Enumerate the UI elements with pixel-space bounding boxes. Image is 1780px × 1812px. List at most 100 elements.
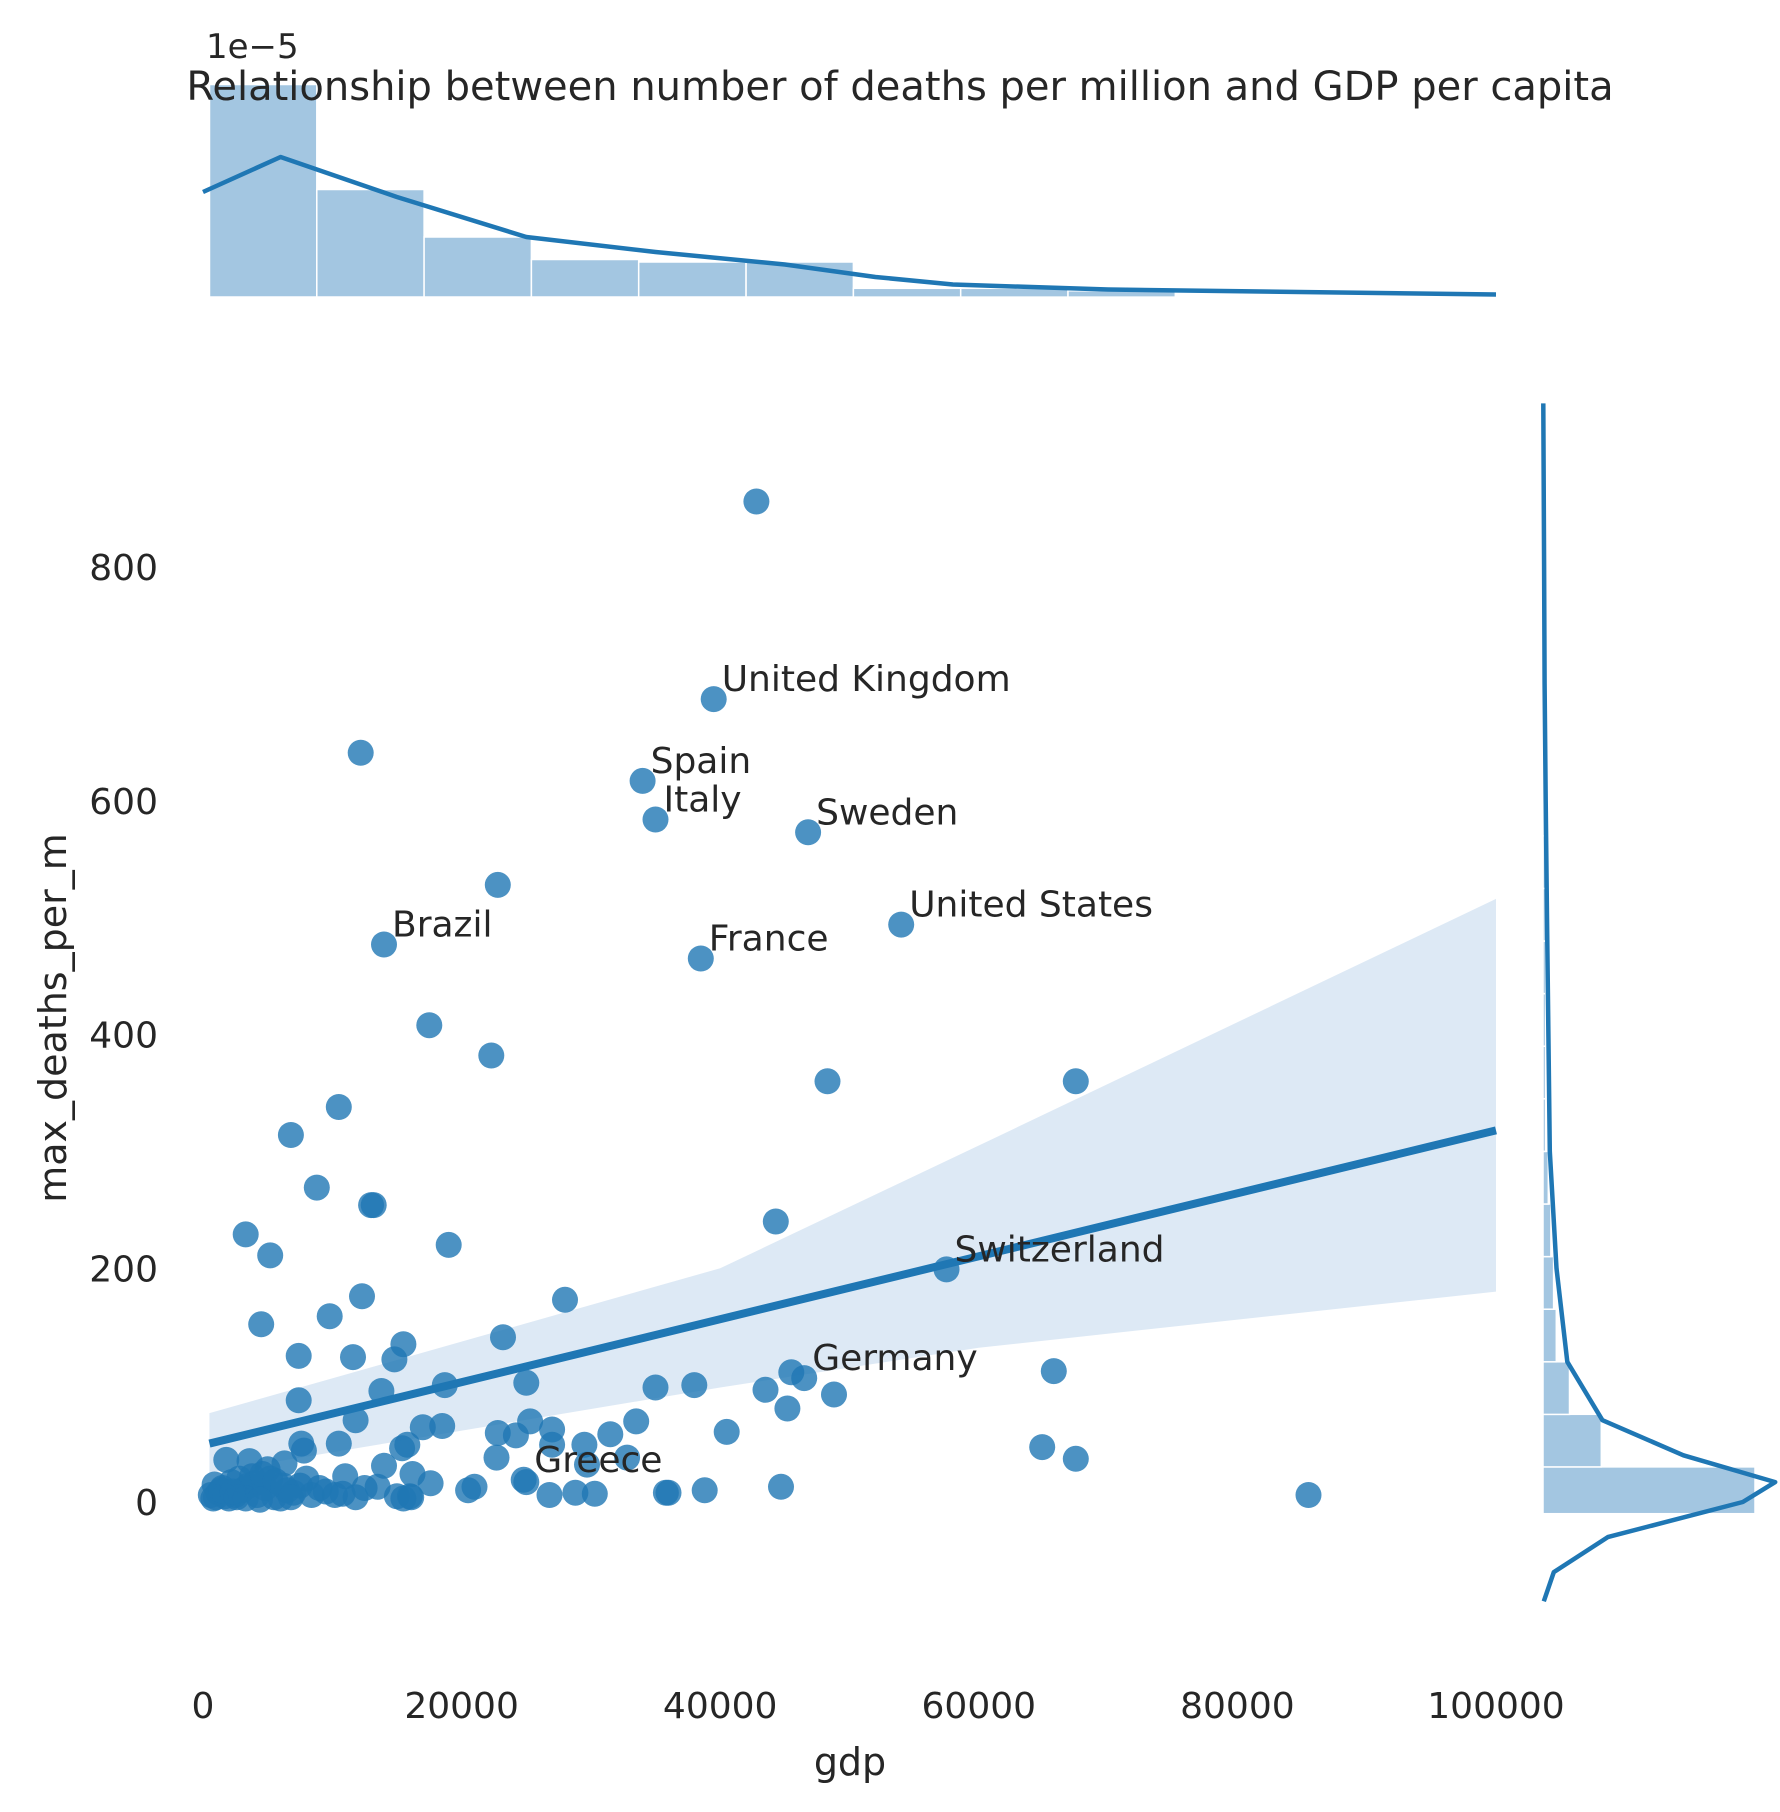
scatter-point xyxy=(1062,1445,1089,1472)
scatter-point xyxy=(752,1376,779,1403)
scatter-point xyxy=(325,1094,352,1120)
scatter-point xyxy=(303,1174,330,1201)
scatter-point xyxy=(416,1012,443,1039)
scatter-point xyxy=(691,1477,718,1504)
scatter-point xyxy=(321,1482,348,1508)
scatter-point xyxy=(455,1477,482,1504)
scatter-point xyxy=(349,1283,375,1310)
x-tick-label: 80000 xyxy=(1180,1686,1295,1727)
scatter-point xyxy=(316,1303,343,1330)
right-histogram-bar xyxy=(1542,992,1547,1047)
scatter-point xyxy=(536,1482,563,1508)
regression-line xyxy=(208,1126,1497,1448)
scatter-point xyxy=(290,1437,317,1464)
scatter-point xyxy=(435,1231,462,1258)
top-histogram-bar xyxy=(637,261,747,298)
scatter-point xyxy=(614,1444,641,1471)
scatter-point xyxy=(513,1369,540,1396)
scatter-point xyxy=(389,1435,416,1462)
country-annotation: Brazil xyxy=(392,905,492,946)
scatter-point xyxy=(623,1408,650,1435)
scatter-point xyxy=(791,1365,818,1392)
scatter-point xyxy=(1295,1482,1322,1508)
right-histogram-bar xyxy=(1542,1098,1547,1153)
chart-title: Relationship between number of deaths pe… xyxy=(186,64,1613,110)
y-tick-label: 400 xyxy=(89,1016,158,1057)
country-annotation: France xyxy=(709,919,829,960)
scatter-point xyxy=(340,1344,366,1371)
scatter-point xyxy=(814,1068,841,1095)
right-kde-curve xyxy=(1541,403,1778,1603)
scatter-point xyxy=(762,1208,789,1235)
scatter-point xyxy=(562,1479,589,1506)
scatter-point xyxy=(325,1430,352,1457)
scatter-point xyxy=(552,1286,578,1313)
x-axis-label: gdp xyxy=(814,1740,886,1784)
scatter-point xyxy=(381,1346,408,1373)
scatter-point xyxy=(213,1446,240,1473)
scatter-point xyxy=(1029,1434,1056,1461)
confidence-band xyxy=(209,898,1497,1473)
scatter-point xyxy=(774,1395,801,1422)
top-kde-curve xyxy=(202,154,1497,297)
y-tick-label: 800 xyxy=(89,548,158,589)
country-annotation: Greece xyxy=(534,1440,662,1481)
top-histogram-bar xyxy=(852,287,962,298)
scatter-point xyxy=(571,1431,598,1458)
scatter-point xyxy=(398,1484,425,1511)
x-tick-label: 20000 xyxy=(404,1686,519,1727)
scatter-point xyxy=(285,1387,312,1414)
scatter-point xyxy=(1062,1068,1089,1095)
scatter-point xyxy=(821,1381,847,1408)
scatter-point xyxy=(351,1475,378,1501)
scatter-point xyxy=(597,1421,624,1448)
scatter-point xyxy=(478,1042,505,1069)
scatter-point xyxy=(539,1431,566,1458)
scatter-point xyxy=(371,931,397,958)
top-histogram-bar xyxy=(530,258,640,298)
axes-labels: 0 20000 40000 60000 80000 100000 0 200 400 600 800… xyxy=(31,27,1614,1784)
scatter-point xyxy=(285,1342,312,1369)
scatter-point xyxy=(713,1418,740,1445)
scatter-point xyxy=(700,686,727,713)
scatter-point xyxy=(277,1484,304,1511)
scatter-point xyxy=(502,1422,529,1449)
scatter-point xyxy=(219,1478,246,1505)
scatter-point xyxy=(655,1479,682,1506)
top-marginal-histogram xyxy=(202,83,1497,298)
scatter-point xyxy=(409,1414,436,1441)
scatter-point xyxy=(371,1452,397,1479)
top-histogram-bar xyxy=(423,236,533,298)
scatter-point xyxy=(417,1470,444,1497)
country-annotation: Italy xyxy=(664,780,742,821)
country-annotation: United Kingdom xyxy=(722,659,1011,700)
x-tick-label: 60000 xyxy=(922,1686,1037,1727)
scatter-point xyxy=(888,911,915,938)
scatter-point xyxy=(248,1311,275,1338)
country-annotation: Spain xyxy=(651,741,752,782)
right-histogram-bar xyxy=(1542,1203,1552,1258)
scatter-point xyxy=(342,1407,369,1434)
x-tick-label: 100000 xyxy=(1427,1686,1564,1727)
right-histogram-bar xyxy=(1542,1308,1558,1363)
scatter-point xyxy=(246,1486,273,1513)
scatter-point xyxy=(642,1374,669,1401)
right-histogram-bar xyxy=(1542,1361,1571,1416)
y-axis-label: max_deaths_per_m xyxy=(31,833,75,1203)
scatter-point xyxy=(687,945,714,972)
scatter-point xyxy=(257,1242,284,1269)
scatter-point xyxy=(513,1469,540,1496)
y-tick-label: 200 xyxy=(89,1249,158,1290)
scatter-point xyxy=(768,1473,794,1500)
x-tick-label: 0 xyxy=(192,1686,215,1727)
scatter-point xyxy=(490,1324,516,1351)
y-tick-label: 600 xyxy=(89,782,158,823)
top-histogram-bar xyxy=(316,188,425,298)
scatter-point xyxy=(232,1221,259,1248)
scatter-point xyxy=(484,871,511,898)
scatter-point xyxy=(429,1413,456,1439)
country-annotation: Sweden xyxy=(816,792,958,833)
scatter-point xyxy=(581,1480,608,1507)
scatter-point xyxy=(574,1451,600,1478)
right-histogram-bar xyxy=(1542,1255,1555,1310)
